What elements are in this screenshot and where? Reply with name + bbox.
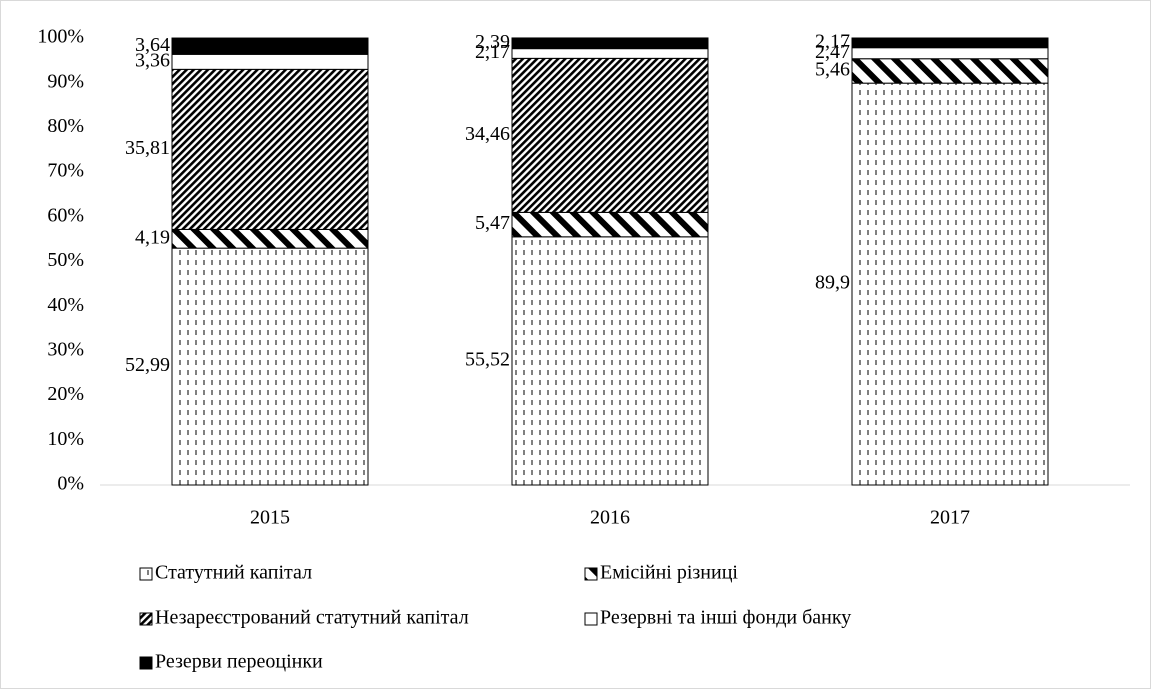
- bar-segment: [171, 247, 369, 486]
- y-tick-label: 40%: [47, 294, 84, 316]
- legend-swatch: [139, 567, 153, 581]
- data-label: 55,52: [465, 349, 510, 371]
- bar-segment: [171, 53, 369, 70]
- x-tick-label: 2016: [590, 507, 630, 529]
- bar-segment: [171, 228, 369, 249]
- legend-label: Статутний капітал: [155, 562, 312, 584]
- data-label: 2,17: [815, 30, 850, 52]
- legend-swatch: [584, 612, 598, 626]
- x-tick-label: 2017: [930, 507, 970, 529]
- data-label: 52,99: [125, 354, 170, 376]
- y-tick-label: 60%: [47, 204, 84, 226]
- data-label: 2,47: [815, 41, 850, 63]
- data-label: 4,19: [135, 226, 170, 248]
- data-label: 35,81: [125, 137, 170, 159]
- legend-label: Резервні та інші фонди банку: [600, 607, 851, 629]
- y-tick-label: 90%: [47, 70, 84, 92]
- data-label: 5,47: [475, 212, 510, 234]
- legend-label: Емісійні різниці: [600, 562, 738, 584]
- y-tick-label: 80%: [47, 115, 84, 137]
- y-tick-label: 30%: [47, 338, 84, 360]
- bar-segment: [511, 57, 709, 213]
- y-tick-label: 20%: [47, 383, 84, 405]
- legend-swatch: [584, 567, 598, 581]
- bar-segment: [851, 47, 1049, 60]
- bar-segment: [511, 37, 709, 50]
- data-label: 34,46: [465, 123, 510, 145]
- legend-label: Резерви переоцінки: [155, 651, 323, 673]
- bar-segment: [511, 48, 709, 59]
- data-label: 3,64: [135, 34, 170, 56]
- bar-segment: [171, 37, 369, 55]
- y-tick-label: 0%: [57, 473, 84, 495]
- data-label: 5,46: [815, 59, 850, 81]
- bar-segment: [511, 236, 709, 486]
- bar-segment: [511, 211, 709, 238]
- y-tick-label: 100%: [37, 26, 84, 48]
- bar-segment: [171, 68, 369, 230]
- data-label: 2,17: [475, 41, 510, 63]
- y-tick-label: 10%: [47, 428, 84, 450]
- y-tick-label: 70%: [47, 160, 84, 182]
- data-label: 89,9: [815, 272, 850, 294]
- bar-segment: [851, 58, 1049, 84]
- data-label: 2,39: [475, 31, 510, 53]
- legend-swatch: [139, 612, 153, 626]
- y-tick-label: 50%: [47, 249, 84, 271]
- x-tick-label: 2015: [250, 507, 290, 529]
- bar-segment: [851, 82, 1049, 486]
- data-label: 3,36: [135, 49, 170, 71]
- legend-swatch: [139, 656, 153, 670]
- bar-segment: [851, 37, 1049, 49]
- legend-label: Незареєстрований статутний капітал: [155, 607, 469, 629]
